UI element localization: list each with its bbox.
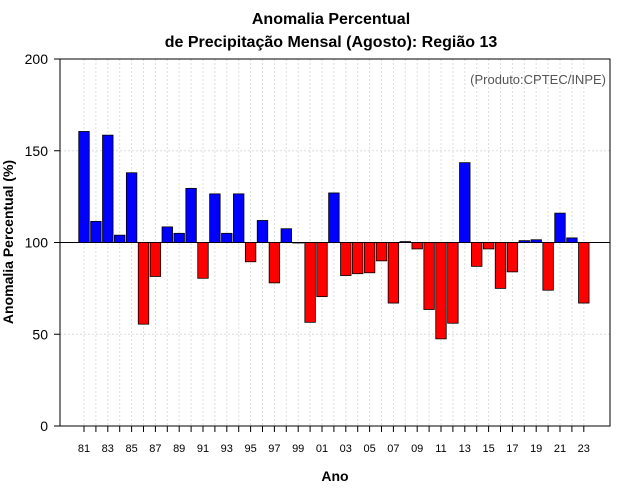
bar-92 xyxy=(209,193,221,243)
x-axis-label: Ano xyxy=(321,468,348,484)
bar-22 xyxy=(566,237,578,243)
bar-04 xyxy=(352,242,364,275)
x-tick-label: 97 xyxy=(268,443,280,455)
x-tick-label: 05 xyxy=(363,443,375,455)
x-tick-label: 07 xyxy=(387,443,399,455)
bar-86 xyxy=(137,242,150,325)
x-tick-label: 13 xyxy=(459,443,471,455)
bar-14 xyxy=(471,242,483,267)
bar-83 xyxy=(102,134,114,243)
bar-89 xyxy=(173,232,185,243)
grid-lines xyxy=(60,58,610,427)
x-tick-label: 99 xyxy=(292,443,304,455)
bar-18 xyxy=(518,240,530,243)
y-axis-ticks: 0 50 100 150 200 xyxy=(25,51,60,434)
bar-10 xyxy=(423,242,435,310)
x-tick-label: 87 xyxy=(149,443,161,455)
y-axis-label: Anomalia Percentual (%) xyxy=(0,160,16,324)
x-tick-label: 23 xyxy=(578,443,590,455)
bar-16 xyxy=(494,242,507,289)
y-tick-label: 200 xyxy=(25,51,49,67)
x-tick-label: 09 xyxy=(411,443,423,455)
bar-06 xyxy=(375,242,388,262)
bar-17 xyxy=(506,242,519,273)
bar-05 xyxy=(363,242,376,274)
x-tick-label: 01 xyxy=(316,443,328,455)
bar-91 xyxy=(197,242,209,279)
y-tick-label: 0 xyxy=(40,418,48,434)
bar-20 xyxy=(542,242,554,291)
x-tick-label: 17 xyxy=(506,443,518,455)
bar-21 xyxy=(554,212,566,243)
bar-87 xyxy=(149,242,162,277)
x-tick-label: 85 xyxy=(125,443,137,455)
bar-01 xyxy=(316,242,328,298)
bar-96 xyxy=(256,220,269,243)
x-tick-label: 91 xyxy=(197,443,209,455)
bar-02 xyxy=(328,192,340,243)
x-tick-label: 11 xyxy=(435,443,446,455)
bar-97 xyxy=(268,242,281,284)
x-tick-label: 89 xyxy=(173,443,185,455)
x-tick-label: 15 xyxy=(482,443,494,455)
bar-03 xyxy=(340,242,352,276)
x-tick-label: 93 xyxy=(221,443,233,455)
chart-title-line1: Anomalia Percentual xyxy=(252,11,410,28)
bar-81 xyxy=(78,131,90,243)
x-tick-label: 83 xyxy=(102,443,114,455)
bars-group xyxy=(78,131,590,340)
x-tick-label: 03 xyxy=(340,443,352,455)
x-tick-label: 81 xyxy=(78,443,90,455)
bar-85 xyxy=(125,172,138,243)
bar-11 xyxy=(435,242,447,340)
x-tick-label: 19 xyxy=(530,443,542,455)
y-tick-label: 100 xyxy=(25,235,49,251)
bar-93 xyxy=(221,232,233,243)
bar-12 xyxy=(447,242,459,324)
x-axis-ticks: 81 83 85 87 89 91 93 95 97 99 01 03 05 07 09 11 13 15 17 19… xyxy=(78,426,590,455)
bar-19 xyxy=(530,239,542,243)
bar-00 xyxy=(304,242,316,323)
bar-88 xyxy=(161,226,173,243)
chart-title-line2: de Precipitação Mensal (Agosto): Região … xyxy=(165,34,498,51)
bar-23 xyxy=(578,242,590,304)
bar-15 xyxy=(482,242,495,250)
bar-07 xyxy=(387,242,400,304)
source-label: (Produto:CPTEC/INPE) xyxy=(470,72,606,87)
y-tick-label: 50 xyxy=(32,326,48,342)
bar-13 xyxy=(459,162,471,243)
bar-90 xyxy=(185,187,197,243)
x-tick-label: 21 xyxy=(554,443,566,455)
bar-95 xyxy=(244,242,257,263)
bar-08 xyxy=(399,241,411,243)
bar-98 xyxy=(280,228,292,243)
bar-09 xyxy=(411,242,423,250)
x-tick-label: 95 xyxy=(244,443,256,455)
y-tick-label: 150 xyxy=(25,143,49,159)
bar-94 xyxy=(233,193,245,243)
bar-84 xyxy=(114,234,126,243)
bar-82 xyxy=(90,220,102,243)
bar-99 xyxy=(292,242,304,244)
